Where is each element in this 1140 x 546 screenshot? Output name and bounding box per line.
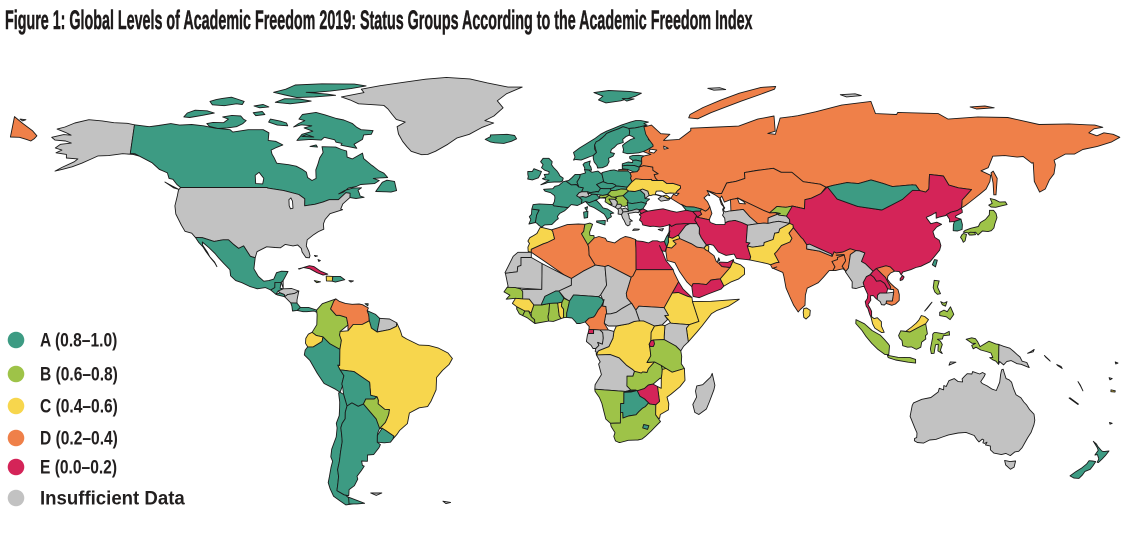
svg-text:C (0.4–0.6): C (0.4–0.6)	[40, 395, 118, 417]
svg-text:B (0.6–0.8): B (0.6–0.8)	[40, 363, 118, 385]
svg-text:Insufficient Data: Insufficient Data	[40, 487, 185, 508]
svg-text:A (0.8–1.0): A (0.8–1.0)	[40, 329, 117, 351]
svg-text:D (0.2–0.4): D (0.2–0.4)	[40, 427, 118, 449]
svg-text:E (0.0–0.2): E (0.0–0.2)	[40, 456, 117, 478]
